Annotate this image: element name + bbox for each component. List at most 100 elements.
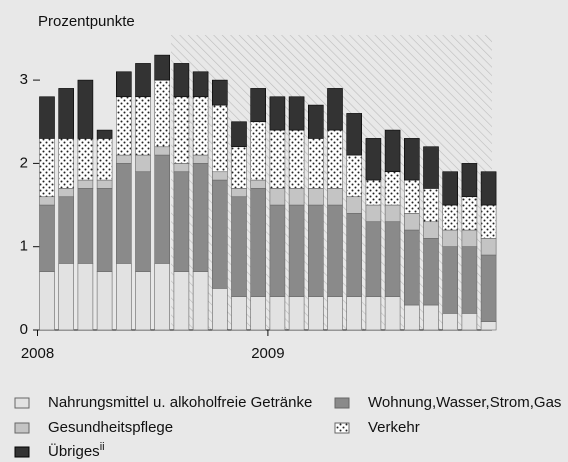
legend-name: Verkehr	[368, 419, 420, 436]
bar-segment	[403, 213, 420, 231]
legend-swatch	[14, 397, 30, 409]
legend-name: Übriges	[48, 442, 100, 460]
bar-segment	[39, 96, 55, 139]
legend-label: Übrigesii	[48, 441, 105, 460]
y-tick-label: 0	[20, 321, 28, 338]
bar-segment	[365, 221, 382, 297]
bar-segment	[327, 204, 343, 297]
bar-segment	[346, 154, 363, 198]
bar-segment	[288, 96, 305, 131]
bar-segment	[192, 154, 209, 164]
bar-segment	[173, 271, 190, 331]
x-tick-label: 2009	[251, 345, 284, 362]
bar-segment	[461, 163, 478, 198]
bar-segment	[77, 263, 94, 331]
bar-segment	[154, 79, 170, 148]
bar-segment	[461, 196, 478, 231]
legend-swatch	[14, 446, 30, 458]
bar-segment	[77, 138, 94, 181]
bar-segment	[58, 138, 75, 189]
bar-segment	[288, 129, 305, 189]
bar-segment	[77, 79, 94, 139]
bar-segment	[77, 188, 94, 264]
bar-segment	[442, 204, 459, 231]
bar-segment	[250, 188, 266, 297]
bar-segment	[346, 113, 363, 156]
bar-segment	[480, 204, 497, 239]
bar-segment	[96, 179, 113, 189]
bar-segment	[442, 246, 459, 314]
bar-segment	[307, 138, 324, 189]
bar-segment	[96, 129, 113, 139]
bar-segment	[365, 138, 382, 181]
bar-segment	[212, 79, 228, 106]
bar-segment	[461, 246, 478, 314]
bar-segment	[39, 138, 55, 198]
bar-segment	[480, 171, 497, 206]
bar-segment	[154, 146, 170, 156]
bar-segment	[154, 263, 170, 331]
bar-segment	[58, 188, 75, 198]
bar-segment	[96, 138, 113, 181]
bar-segment	[403, 138, 420, 181]
bar-segment	[480, 254, 497, 322]
legend-swatch	[14, 422, 30, 434]
bar-segment	[116, 154, 132, 164]
bar-segment	[192, 271, 209, 331]
bar-segment	[365, 179, 382, 206]
bar-segment	[173, 96, 190, 164]
bar-segment	[288, 204, 305, 297]
legend-name: Gesundheitspflege	[48, 419, 173, 436]
bar-segment	[154, 54, 170, 81]
bar-segment	[480, 321, 497, 331]
bar-segment	[135, 171, 151, 272]
bar-segment	[58, 196, 75, 264]
bar-segment	[288, 296, 305, 331]
bar-segment	[327, 129, 343, 189]
bar-segment	[192, 71, 209, 98]
bar-segment	[423, 238, 439, 306]
bar-segment	[192, 163, 209, 272]
bar-segment	[231, 296, 247, 331]
bar-segment	[212, 104, 228, 173]
bar-segment	[384, 204, 401, 223]
y-tick-label: 1	[20, 238, 28, 255]
legend-name: Nahrungsmittel u. alkoholfreie Getränke	[48, 394, 312, 411]
bar-segment	[39, 204, 55, 272]
bar-segment	[116, 96, 132, 156]
bar-segment	[461, 229, 478, 247]
bar-segment	[154, 154, 170, 264]
bar-segment	[403, 179, 420, 214]
bar-segment	[39, 271, 55, 331]
bar-segment	[288, 188, 305, 206]
bar-segment	[58, 263, 75, 331]
bar-segment	[442, 229, 459, 247]
bar-segment	[116, 163, 132, 264]
bar-segment	[212, 288, 228, 331]
bar-segment	[269, 96, 286, 131]
bar-segment	[135, 96, 151, 156]
bar-segment	[403, 229, 420, 306]
bar-segment	[173, 171, 190, 272]
bar-segment	[39, 196, 55, 206]
bar-segment	[365, 296, 382, 331]
bar-segment	[403, 304, 420, 331]
bar-segment	[442, 313, 459, 331]
legend-swatch	[334, 422, 350, 434]
bar-segment	[77, 179, 94, 189]
legend-label: Gesundheitspflege	[48, 419, 173, 436]
bar-segment	[231, 196, 247, 297]
bar-segment	[231, 188, 247, 198]
bar-segment	[307, 188, 324, 206]
bar-segment	[423, 221, 439, 239]
bar-segment	[384, 296, 401, 331]
bar-segment	[173, 163, 190, 173]
bar-segment	[135, 271, 151, 331]
bar-segment	[269, 188, 286, 206]
bar-segment	[116, 71, 132, 98]
bar-segment	[135, 154, 151, 173]
bar-segment	[307, 204, 324, 297]
bar-segment	[173, 63, 190, 98]
bar-segment	[442, 171, 459, 206]
legend-label: Nahrungsmittel u. alkoholfreie Getränke	[48, 394, 312, 411]
